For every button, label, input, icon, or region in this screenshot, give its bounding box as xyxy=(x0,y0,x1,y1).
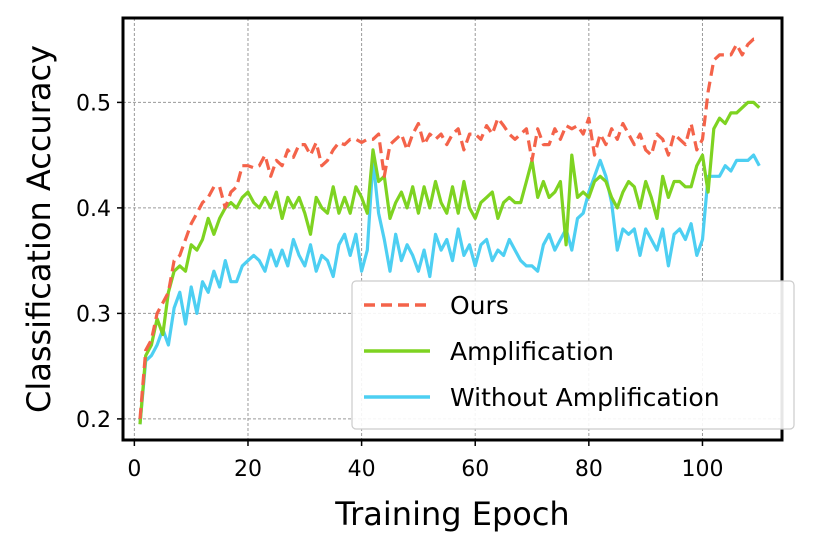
y-tick-label: 0.2 xyxy=(76,408,111,433)
x-tick-label: 20 xyxy=(234,457,262,482)
y-tick-label: 0.3 xyxy=(76,302,111,327)
series-lines xyxy=(138,37,761,425)
axis-ticks: 0 20 40 60 80 100 0.2 0.3 0.4 0.5 xyxy=(76,91,723,482)
legend-label: Without Amplification xyxy=(450,383,720,412)
series-line-amplification xyxy=(138,100,761,425)
legend-label: Amplification xyxy=(450,337,614,366)
x-tick-label: 100 xyxy=(681,457,723,482)
x-tick-label: 0 xyxy=(127,457,141,482)
x-tick-label: 80 xyxy=(575,457,603,482)
legend-box xyxy=(351,280,795,430)
plot-area-frame xyxy=(121,16,784,442)
y-tick-label: 0.4 xyxy=(76,197,111,222)
y-axis-title: Classification Accuracy xyxy=(20,45,58,413)
x-tick-label: 40 xyxy=(348,457,376,482)
series-line-without-amplification xyxy=(138,153,761,425)
legend-label: Ours xyxy=(450,291,509,320)
legend: Ours Amplification Without Amplification xyxy=(351,280,795,430)
y-tick-label: 0.5 xyxy=(76,91,111,116)
x-axis-title: Training Epoch xyxy=(334,495,569,533)
x-tick-label: 60 xyxy=(461,457,489,482)
series-line-ours xyxy=(138,37,760,420)
